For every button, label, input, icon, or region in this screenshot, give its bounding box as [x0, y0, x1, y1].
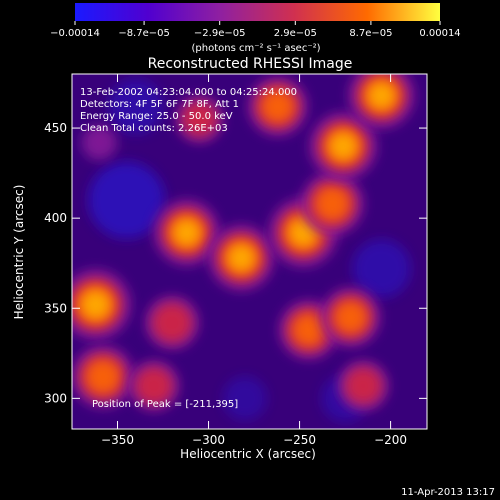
colorbar-tick-label: 8.7e−05 — [349, 28, 392, 39]
colorbar-tick-label: 2.9e−05 — [274, 28, 317, 39]
bright-source — [135, 366, 173, 405]
plot-frame — [71, 73, 428, 430]
bright-source — [152, 302, 193, 343]
negative-region — [352, 239, 411, 298]
colorbar-tick-label: 0.00014 — [419, 28, 460, 39]
x-tick-label: −300 — [192, 433, 225, 447]
bright-source — [85, 359, 121, 395]
bright-source — [333, 300, 368, 334]
annotation-line: Detectors: 4F 5F 6F 7F 8F, Att 1 — [80, 99, 239, 110]
x-axis-ticks: −350 −300 −250 −200 — [101, 74, 407, 447]
bright-source — [292, 313, 326, 347]
annotation-line: Energy Range: 25.0 - 50.0 keV — [80, 111, 233, 122]
negative-region — [108, 79, 164, 134]
bright-source — [368, 82, 395, 109]
colorbar-tick-label: −0.00014 — [50, 28, 100, 39]
x-axis-label: Heliocentric X (arcsec) — [180, 447, 316, 461]
x-tick-label: −200 — [374, 433, 407, 447]
y-axis-ticks: 300 350 400 450 — [44, 121, 427, 405]
bright-source — [227, 244, 255, 272]
y-tick-label: 350 — [44, 301, 67, 315]
y-tick-label: 450 — [44, 121, 67, 135]
colorbar-unit-label: (photons cm⁻² s⁻¹ asec⁻²) — [191, 43, 320, 54]
negative-region — [223, 376, 267, 421]
x-tick-label: −350 — [101, 433, 134, 447]
bright-source — [314, 186, 350, 222]
bright-source — [344, 366, 383, 405]
x-tick-label: −250 — [283, 433, 316, 447]
bright-source — [181, 101, 218, 137]
annotation-line: Clean Total counts: 2.26E+03 — [80, 123, 228, 134]
colorbar-tick-label: −8.7e−05 — [118, 28, 170, 39]
chart-title: Reconstructed RHESSI Image — [148, 56, 353, 72]
bright-source — [329, 132, 357, 160]
bright-source — [261, 89, 295, 124]
negative-region — [88, 161, 165, 239]
y-tick-label: 400 — [44, 211, 67, 225]
annotations: 13-Feb-2002 04:23:04.000 to 04:25:24.000… — [80, 87, 297, 410]
heatmap — [72, 74, 415, 423]
y-tick-label: 300 — [44, 391, 67, 405]
colorbar-tick-label: −2.9e−05 — [194, 28, 246, 39]
colorbar-ticks: −0.00014 −8.7e−05 −2.9e−05 2.9e−05 8.7e−05 0.… — [50, 21, 461, 39]
bright-source — [81, 290, 110, 319]
annotation-line: 13-Feb-2002 04:23:04.000 to 04:25:24.000 — [80, 87, 297, 98]
footer-timestamp: 11-Apr-2013 13:17 — [401, 487, 495, 498]
bright-source — [173, 219, 201, 246]
peak-position-label: Position of Peak = [-211,395] — [92, 399, 238, 410]
bright-source — [81, 124, 117, 161]
y-axis-label: Heliocentric Y (arcsec) — [12, 185, 26, 320]
colorbar — [75, 3, 440, 21]
